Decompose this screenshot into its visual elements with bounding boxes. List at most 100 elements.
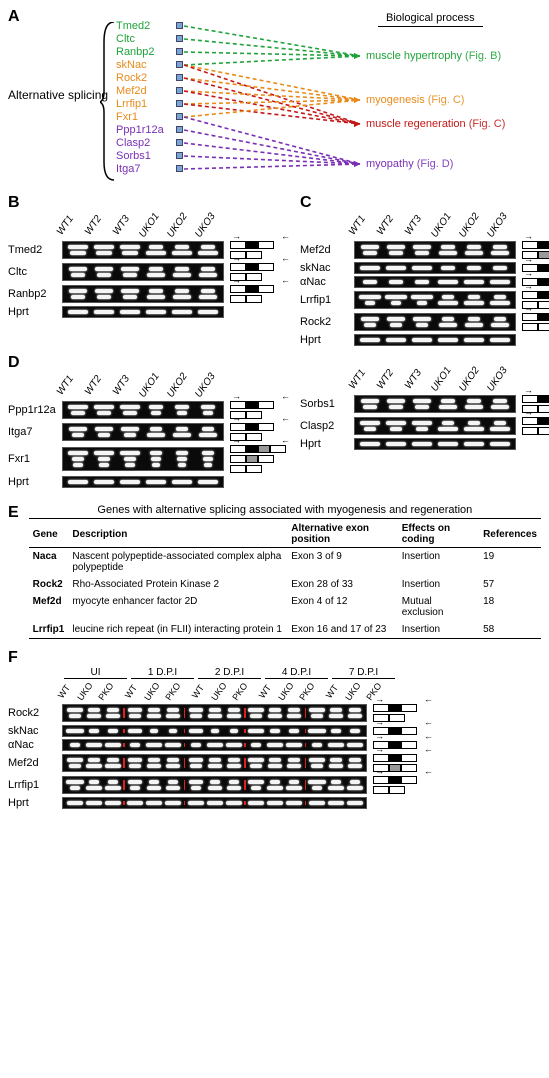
gel-image xyxy=(354,313,516,331)
gene-label-Sorbs1: Sorbs1 xyxy=(300,398,354,410)
lane-label: UKO xyxy=(142,680,162,703)
gel-image xyxy=(62,447,224,471)
panel-e-label: E xyxy=(8,504,19,522)
divider-icon xyxy=(244,780,246,790)
divider-icon xyxy=(244,743,246,747)
divider-icon xyxy=(305,758,307,768)
gel-image xyxy=(354,395,516,413)
panel-c-bottom: WT1WT2WT3UKO1UKO2UKO3Sorbs1→←Clasp2→←Hpr… xyxy=(300,354,549,452)
gel-image xyxy=(354,334,516,346)
table-cell: Exon 16 and 17 of 23 xyxy=(287,621,398,639)
table-header: Effects on coding xyxy=(398,521,479,548)
table-cell: myocyte enhancer factor 2D xyxy=(68,593,287,621)
gene-label-Ranbp2: Ranbp2 xyxy=(8,288,62,300)
gel-image xyxy=(62,476,224,488)
gel-image xyxy=(354,417,516,435)
node-icon xyxy=(176,165,183,172)
table-cell: Mutual exclusion xyxy=(398,593,479,621)
gene-label-Lrrfip1: Lrrfip1 xyxy=(8,779,62,791)
table-cell: Insertion xyxy=(398,548,479,577)
gene-label-Clasp2: Clasp2 xyxy=(300,420,354,432)
node-icon xyxy=(176,61,183,68)
divider-icon xyxy=(244,708,246,718)
divider-icon xyxy=(123,801,125,805)
timepoint-label: UI xyxy=(64,667,127,679)
table-header: References xyxy=(479,521,541,548)
lane-label: WT2 xyxy=(373,211,398,240)
lane-label: UKO2 xyxy=(457,365,482,394)
panel-c-top: CWT1WT2WT3UKO1UKO2UKO3Mef2d→←skNac→←αNac… xyxy=(300,194,549,348)
panel-f: FUI1 D.P.I2 D.P.I4 D.P.I7 D.P.IWTUKOPKOW… xyxy=(8,649,541,809)
gene-label-Tmed2: Tmed2 xyxy=(8,244,62,256)
lane-label: WT1 xyxy=(53,211,78,240)
table-cell: Mef2d xyxy=(29,593,69,621)
gene-label-skNac: skNac xyxy=(300,262,354,274)
divider-icon xyxy=(305,743,307,747)
timepoint-label: 2 D.P.I xyxy=(198,667,261,679)
lane-label: UKO xyxy=(209,680,229,703)
lane-label: UKO1 xyxy=(429,211,454,240)
gel-image xyxy=(62,776,367,794)
lane-label: UKO2 xyxy=(165,211,190,240)
divider-icon xyxy=(305,729,307,733)
gene-label-Hprt: Hprt xyxy=(8,306,62,318)
divider-icon xyxy=(305,780,307,790)
table-cell: Exon 3 of 9 xyxy=(287,548,398,577)
table-title: Genes with alternative splicing associat… xyxy=(29,504,541,519)
lane-label: WT3 xyxy=(109,371,134,400)
gene-label-Hprt: Hprt xyxy=(300,438,354,450)
timepoint-label: 4 D.P.I xyxy=(265,667,328,679)
lane-label: UKO1 xyxy=(137,371,162,400)
table-cell: Rho-Associated Protein Kinase 2 xyxy=(68,576,287,593)
table-cell: 19 xyxy=(479,548,541,577)
gel-image xyxy=(354,241,516,259)
table-cell: 57 xyxy=(479,576,541,593)
gene-label-Rock2: Rock2 xyxy=(8,707,62,719)
lane-label: UKO2 xyxy=(457,211,482,240)
divider-icon xyxy=(244,758,246,768)
table-cell: Naca xyxy=(29,548,69,577)
lane-label: UKO3 xyxy=(485,211,510,240)
panel-a: A Alternative splicing Tmed2CltcRanbp2sk… xyxy=(8,8,541,188)
lane-label: WT xyxy=(121,680,141,703)
gel-image xyxy=(62,241,224,259)
divider-icon xyxy=(184,758,186,768)
gel-image xyxy=(62,754,367,772)
gel-image xyxy=(62,739,367,751)
lane-label: WT2 xyxy=(81,211,106,240)
table-cell: Nascent polypeptide-associated complex a… xyxy=(68,548,287,577)
lane-label: PKO xyxy=(297,680,317,703)
gene-label-Cltc: Cltc xyxy=(8,266,62,278)
gene-label-Mef2d: Mef2d xyxy=(8,757,62,769)
table-cell: leucine rich repeat (in FLII) interactin… xyxy=(68,621,287,639)
gene-label-Lrrfip1: Lrrfip1 xyxy=(300,294,354,306)
divider-icon xyxy=(184,780,186,790)
table-cell: Insertion xyxy=(398,576,479,593)
gel-image xyxy=(354,276,516,288)
panel-label: B xyxy=(8,194,20,211)
lane-label: WT2 xyxy=(373,365,398,394)
gene-label-Hprt: Hprt xyxy=(8,797,62,809)
gene-label-Hprt: Hprt xyxy=(300,334,354,346)
gel-image xyxy=(62,306,224,318)
divider-icon xyxy=(184,729,186,733)
divider-icon xyxy=(184,743,186,747)
splicing-table: GeneDescriptionAlternative exon position… xyxy=(29,521,541,639)
divider-icon xyxy=(123,758,125,768)
gene-label-Rock2: Rock2 xyxy=(300,316,354,328)
table-cell: Insertion xyxy=(398,621,479,639)
lane-label: PKO xyxy=(230,680,250,703)
lane-label: WT3 xyxy=(401,211,426,240)
node-icon xyxy=(176,35,183,42)
gene-label-αNac: αNac xyxy=(300,276,354,288)
panel-e: E Genes with alternative splicing associ… xyxy=(8,504,541,639)
lane-label: UKO1 xyxy=(429,365,454,394)
lane-label: WT xyxy=(255,680,275,703)
divider-icon xyxy=(184,708,186,718)
gene-label-Ppp1r12a: Ppp1r12a xyxy=(8,404,62,416)
table-cell: Lrrfip1 xyxy=(29,621,69,639)
node-icon xyxy=(176,74,183,81)
lane-label: WT1 xyxy=(53,371,78,400)
gel-image xyxy=(62,285,224,303)
panel-d: DWT1WT2WT3UKO1UKO2UKO3Ppp1r12a→←Itga7→←F… xyxy=(8,354,292,490)
